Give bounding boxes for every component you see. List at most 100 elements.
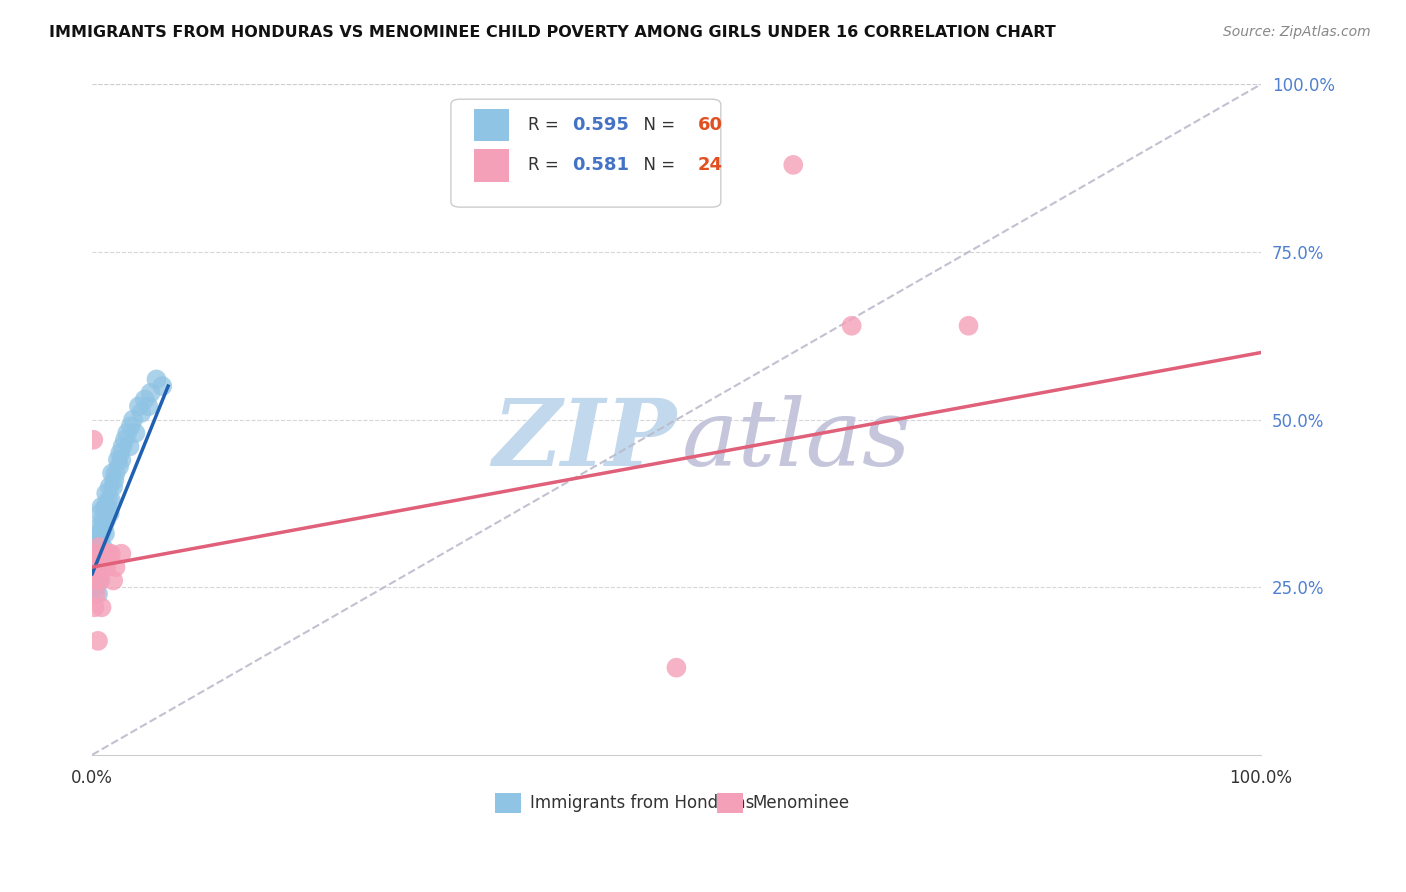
Point (87, 553, 110, 567)
Text: Source: ZipAtlas.com: Source: ZipAtlas.com (1223, 25, 1371, 39)
Text: 0.595: 0.595 (572, 116, 630, 134)
Text: ZIP: ZIP (492, 395, 676, 484)
Point (84, 580, 107, 594)
Point (84, 587, 107, 601)
Text: N =: N = (633, 116, 681, 134)
Point (782, 158, 804, 172)
Point (93, 520, 115, 534)
Point (83, 553, 105, 567)
Point (114, 433, 136, 447)
Point (111, 439, 134, 453)
Point (665, 660, 688, 674)
Text: IMMIGRANTS FROM HONDURAS VS MENOMINEE CHILD POVERTY AMONG GIRLS UNDER 16 CORRELA: IMMIGRANTS FROM HONDURAS VS MENOMINEE CH… (49, 25, 1056, 40)
Point (91, 513, 114, 527)
Point (97, 547, 120, 561)
Text: atlas: atlas (682, 395, 911, 484)
Point (84, 560, 107, 574)
Point (89, 533, 111, 548)
Text: 60: 60 (697, 116, 723, 134)
Point (87, 633, 110, 648)
Point (103, 473, 125, 487)
Point (841, 318, 863, 333)
Point (150, 379, 173, 393)
Point (83, 547, 105, 561)
Point (84, 533, 107, 548)
Point (84, 566, 107, 581)
Point (124, 425, 146, 440)
FancyBboxPatch shape (474, 150, 509, 182)
Point (90, 500, 112, 514)
Point (108, 459, 131, 474)
Point (89, 560, 111, 574)
Point (98, 480, 121, 494)
Point (94, 526, 117, 541)
Point (89, 574, 111, 588)
Text: N =: N = (633, 156, 681, 174)
Text: R =: R = (529, 116, 564, 134)
Point (104, 467, 127, 481)
Point (87, 526, 110, 541)
Point (83, 600, 105, 615)
Point (118, 439, 141, 453)
Point (120, 419, 142, 434)
Point (110, 446, 132, 460)
Point (93, 547, 115, 561)
Text: R =: R = (529, 156, 564, 174)
Point (136, 399, 159, 413)
Point (96, 560, 118, 574)
Point (89, 540, 111, 554)
Point (100, 547, 122, 561)
Point (110, 453, 132, 467)
Point (89, 547, 111, 561)
Point (107, 453, 129, 467)
Point (86, 574, 108, 588)
FancyBboxPatch shape (451, 99, 721, 207)
Point (134, 392, 156, 407)
Point (97, 493, 120, 508)
Point (86, 540, 108, 554)
Point (103, 480, 125, 494)
Point (82, 560, 104, 574)
Text: 0.581: 0.581 (572, 156, 630, 174)
Point (96, 486, 118, 500)
Point (82, 433, 104, 447)
Point (87, 587, 110, 601)
Point (139, 385, 162, 400)
Point (86, 560, 108, 574)
FancyBboxPatch shape (474, 109, 509, 142)
Point (89, 520, 111, 534)
Point (89, 574, 111, 588)
Text: 24: 24 (697, 156, 723, 174)
Point (96, 513, 118, 527)
Point (101, 467, 124, 481)
Point (96, 500, 118, 514)
Text: Menominee: Menominee (752, 794, 849, 812)
Point (98, 507, 121, 521)
Point (90, 553, 112, 567)
Point (104, 560, 127, 574)
Point (83, 574, 105, 588)
Point (87, 566, 110, 581)
Point (129, 406, 152, 420)
Point (100, 493, 122, 508)
Text: Immigrants from Honduras: Immigrants from Honduras (530, 794, 755, 812)
Point (83, 540, 105, 554)
Point (82, 566, 104, 581)
Point (94, 500, 117, 514)
Point (90, 600, 112, 615)
Point (128, 399, 150, 413)
Point (145, 372, 167, 386)
Point (91, 540, 114, 554)
Point (103, 574, 125, 588)
Point (89, 507, 111, 521)
Point (84, 547, 107, 561)
Point (957, 318, 980, 333)
Point (115, 425, 138, 440)
FancyBboxPatch shape (717, 793, 742, 814)
Point (87, 553, 110, 567)
Point (93, 547, 115, 561)
Point (110, 547, 132, 561)
Point (91, 560, 114, 574)
Point (86, 574, 108, 588)
FancyBboxPatch shape (495, 793, 522, 814)
